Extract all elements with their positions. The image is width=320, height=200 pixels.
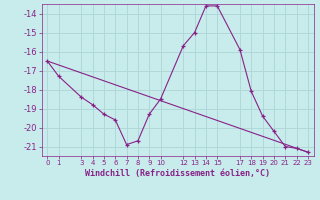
X-axis label: Windchill (Refroidissement éolien,°C): Windchill (Refroidissement éolien,°C) [85,169,270,178]
